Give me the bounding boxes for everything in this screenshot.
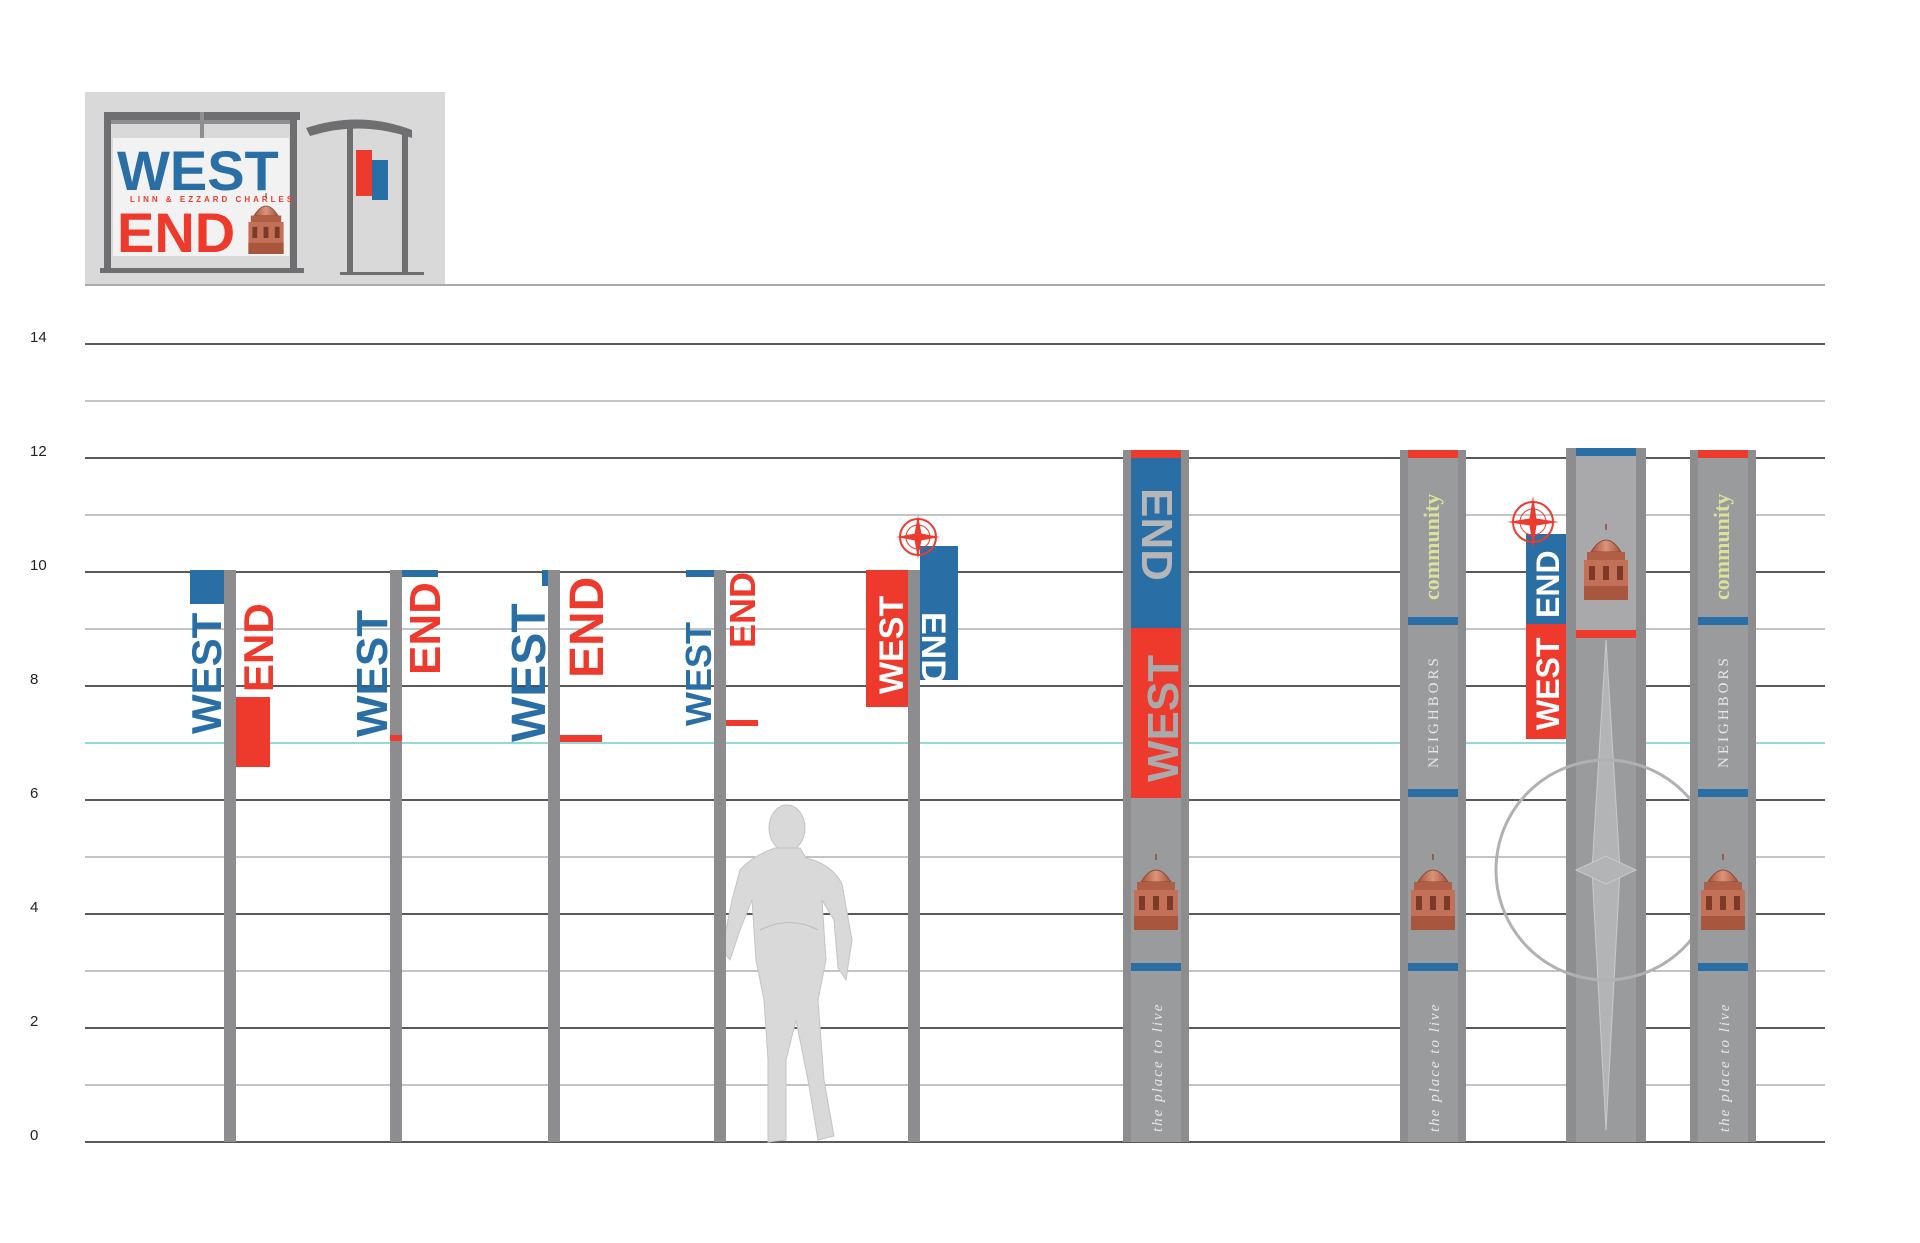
- scale-tick-label: 10: [30, 557, 47, 574]
- pole-5: [908, 570, 920, 1142]
- pole-3: [548, 570, 560, 1142]
- sign-3-end: END: [561, 577, 614, 678]
- shelter-front-drawing: WEST LINN & EZZARD CHARLES END: [100, 112, 304, 273]
- pole-sign-3: WEST END: [503, 570, 614, 1142]
- pylon-2-neighbors: NEIGHBORS: [1426, 655, 1442, 768]
- bus-shelter-thumbnail: WEST LINN & EZZARD CHARLES END: [85, 92, 445, 284]
- pylon-1-west: WEST: [1139, 655, 1188, 782]
- sign-1-end: END: [235, 603, 282, 692]
- pole-sign-4: WEST END: [678, 570, 763, 1142]
- pylon-1-end: END: [1132, 488, 1181, 581]
- sign-collection: WEST END WEST END WEST END WEST END: [183, 448, 1756, 1142]
- scale-tick-label: 6: [30, 785, 38, 802]
- shelter-title-end: END: [117, 201, 235, 264]
- pylon-4-tagline: the place to live: [1717, 1003, 1733, 1132]
- sign-2-west: WEST: [348, 610, 397, 737]
- pylon-1-tagline: the place to live: [1150, 1003, 1166, 1132]
- pylon-2-tagline: the place to live: [1427, 1003, 1443, 1132]
- pole-sign-1: WEST END: [183, 570, 282, 1142]
- pylon-3-end: END: [1530, 550, 1566, 618]
- pylon-4: community NEIGHBORS the place to live: [1690, 450, 1756, 1142]
- scale-tick-label: 4: [30, 899, 38, 916]
- sign-2-end: END: [401, 582, 450, 675]
- sign-4-west: WEST: [678, 622, 719, 726]
- pylon-3-west: WEST: [1530, 637, 1566, 730]
- sign-1-west: WEST: [183, 612, 230, 734]
- pole-sign-2: WEST END: [348, 570, 450, 1142]
- pylon-3: END WEST: [1494, 448, 1718, 1142]
- pylon-2: community NEIGHBORS the place to live: [1400, 450, 1466, 1142]
- scale-tick-label: 0: [30, 1127, 38, 1144]
- sign-5-west: WEST: [873, 596, 911, 694]
- shelter-subtitle: LINN & EZZARD CHARLES: [130, 195, 295, 204]
- scale-tick-label: 8: [30, 671, 38, 688]
- pylon-4-community: community: [1709, 494, 1734, 600]
- pylon-2-community: community: [1419, 494, 1444, 600]
- scale-tick-label: 12: [30, 443, 47, 460]
- pylon-1: END WEST the place to live: [1123, 450, 1189, 1142]
- pole-sign-5: WEST END: [866, 515, 958, 1142]
- sign-4-end: END: [722, 572, 763, 648]
- sign-3-west: WEST: [503, 603, 556, 742]
- pole-4: [714, 570, 726, 1142]
- scale-tick-label: 14: [30, 329, 47, 346]
- pole-1: [224, 570, 236, 1142]
- shelter-title-west: WEST: [117, 139, 279, 202]
- shelter-side-drawing: [306, 119, 424, 275]
- compass-rose-icon: [896, 515, 940, 559]
- pole-2: [390, 570, 402, 1142]
- scale-tick-label: 2: [30, 1013, 38, 1030]
- sign-5-end: END: [914, 612, 952, 684]
- person-scale-silhouette: [721, 804, 853, 1143]
- pylon-4-neighbors: NEIGHBORS: [1716, 655, 1732, 768]
- compass-rose-icon: [1507, 496, 1559, 548]
